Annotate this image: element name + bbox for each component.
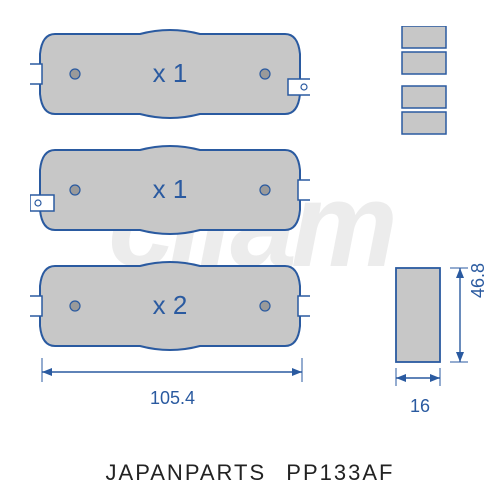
height-value: 46.8 <box>468 261 489 300</box>
qty-label-1: x 1 <box>153 58 188 88</box>
brake-pad-1: x 1 <box>30 24 310 124</box>
width-value: 105.4 <box>148 388 197 409</box>
qty-label-2: x 1 <box>153 174 188 204</box>
brake-pad-3: x 2 <box>30 256 310 356</box>
footer-caption: JAPANPARTS PP133AF <box>0 460 500 486</box>
side-view-stack <box>392 26 462 151</box>
diagram-canvas: cifam x 1 x 1 <box>0 0 500 500</box>
thickness-value: 16 <box>408 396 432 417</box>
brand-name: JAPANPARTS <box>106 460 267 485</box>
part-number: PP133AF <box>286 460 394 485</box>
brake-pad-2: x 1 <box>30 140 310 240</box>
qty-label-3: x 2 <box>153 290 188 320</box>
